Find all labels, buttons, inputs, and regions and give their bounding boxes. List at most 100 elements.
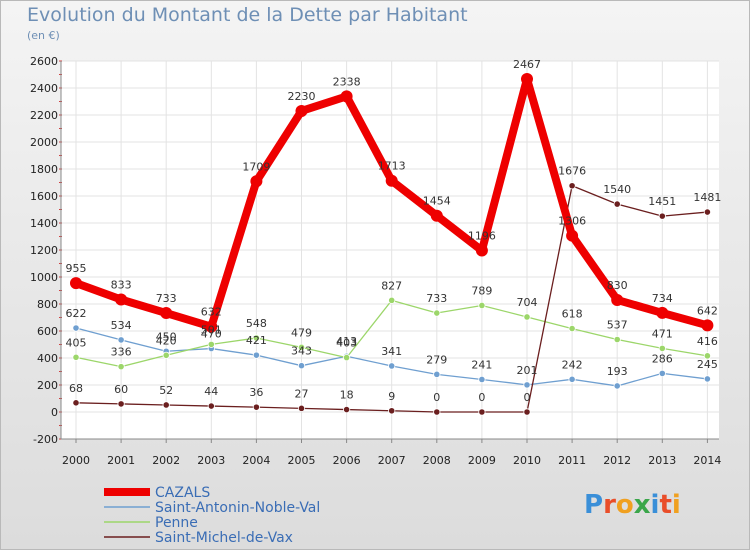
data-label-saint-michel-de-vax: 0 [433, 391, 440, 404]
data-point-saint-michel-de-vax [207, 402, 215, 410]
data-label-saint-antonin-noble-val: 450 [156, 330, 177, 343]
legend: CAZALSSaint-Antonin-Noble-ValPenneSaint-… [104, 485, 320, 546]
data-label-cazals: 2338 [333, 75, 361, 88]
x-tick-label: 2000 [62, 454, 90, 467]
x-tick-label: 2009 [468, 454, 496, 467]
x-tick-label: 2002 [152, 454, 180, 467]
y-tick-label: 1000 [30, 271, 58, 284]
data-label-cazals: 632 [201, 306, 222, 319]
y-tick-label: 2200 [30, 109, 58, 122]
data-label-saint-michel-de-vax: 27 [295, 387, 309, 400]
data-label-saint-michel-de-vax: 68 [69, 382, 83, 395]
legend-label-saint-antonin-noble-val: Saint-Antonin-Noble-Val [155, 500, 320, 516]
data-point-saint-antonin-noble-val [568, 375, 576, 383]
data-label-penne: 420 [156, 334, 177, 347]
data-label-penne: 336 [111, 346, 132, 359]
data-label-saint-antonin-noble-val: 470 [201, 328, 222, 341]
data-label-saint-antonin-noble-val: 201 [517, 364, 538, 377]
data-label-saint-michel-de-vax: 18 [340, 389, 354, 402]
series-layer [70, 72, 714, 416]
data-label-cazals: 1713 [378, 160, 406, 173]
y-tick-label: 400 [37, 352, 58, 365]
data-label-saint-antonin-noble-val: 534 [111, 319, 132, 332]
data-point-saint-antonin-noble-val [523, 381, 531, 389]
data-label-saint-michel-de-vax: 1481 [693, 191, 721, 204]
y-tick-label: 200 [37, 379, 58, 392]
data-label-cazals: 733 [156, 292, 177, 305]
data-label-penne: 471 [652, 327, 673, 340]
x-tick-label: 2001 [107, 454, 135, 467]
y-tick-label: 2600 [30, 55, 58, 68]
data-point-saint-michel-de-vax [703, 208, 712, 216]
data-point-penne [568, 324, 576, 333]
axis-layer: -200020040060080010001200140016001800200… [30, 55, 721, 467]
data-label-cazals: 734 [652, 292, 673, 305]
x-tick-label: 2012 [603, 454, 631, 467]
y-tick-label: 1800 [30, 163, 58, 176]
data-point-cazals [295, 104, 308, 117]
data-label-saint-michel-de-vax: 9 [388, 390, 395, 403]
y-tick-label: 2000 [30, 136, 58, 149]
data-label-saint-antonin-noble-val: 279 [426, 353, 447, 366]
data-label-penne: 403 [336, 337, 357, 350]
y-tick-label: 1200 [30, 244, 58, 257]
data-label-saint-antonin-noble-val: 421 [246, 334, 267, 347]
data-label-penne: 405 [66, 336, 87, 349]
data-label-saint-michel-de-vax: 1451 [648, 195, 676, 208]
data-point-saint-michel-de-vax [658, 212, 666, 220]
legend-label-saint-michel-de-vax: Saint-Michel-de-Vax [155, 530, 293, 546]
y-tick-label: 1600 [30, 190, 58, 203]
x-tick-label: 2003 [197, 454, 225, 467]
data-label-cazals: 1454 [423, 195, 451, 208]
data-point-saint-antonin-noble-val [297, 362, 306, 370]
data-label-penne: 501 [201, 323, 222, 336]
data-label-saint-michel-de-vax: 0 [478, 391, 485, 404]
y-tick-label: 0 [51, 406, 58, 419]
data-point-saint-michel-de-vax [117, 400, 125, 408]
data-point-saint-antonin-noble-val [72, 324, 80, 332]
data-label-penne: 416 [697, 335, 718, 348]
data-point-saint-michel-de-vax [433, 408, 441, 416]
data-point-saint-antonin-noble-val [433, 370, 441, 378]
x-tick-label: 2014 [693, 454, 721, 467]
data-label-saint-antonin-noble-val: 242 [562, 358, 583, 371]
data-point-cazals [521, 72, 533, 85]
data-label-saint-antonin-noble-val: 193 [607, 365, 628, 378]
legend-label-penne: Penne [155, 515, 198, 531]
data-label-penne: 704 [517, 296, 538, 309]
y-tick-label: 600 [37, 325, 58, 338]
data-point-cazals [566, 229, 579, 242]
data-label-saint-michel-de-vax: 44 [204, 385, 218, 398]
data-point-penne [658, 344, 666, 353]
data-point-penne [478, 301, 486, 310]
data-label-penne: 733 [426, 292, 447, 305]
data-label-cazals: 1196 [468, 230, 496, 243]
y-tick-label: 2400 [30, 82, 58, 95]
data-label-saint-michel-de-vax: 1676 [558, 165, 586, 178]
x-tick-label: 2010 [513, 454, 541, 467]
data-point-saint-michel-de-vax [342, 405, 351, 414]
data-label-cazals: 2467 [513, 58, 541, 71]
data-point-saint-michel-de-vax [523, 408, 531, 416]
data-label-penne: 537 [607, 319, 628, 332]
data-point-cazals [701, 319, 714, 332]
x-tick-label: 2013 [648, 454, 676, 467]
data-label-cazals: 642 [697, 304, 718, 317]
proxiti-logo: Proxiti [584, 490, 681, 520]
x-tick-label: 2004 [242, 454, 270, 467]
data-point-cazals [115, 293, 128, 306]
x-tick-label: 2007 [378, 454, 406, 467]
data-label-saint-michel-de-vax: 0 [524, 391, 531, 404]
data-point-cazals [475, 244, 488, 257]
data-point-saint-antonin-noble-val [252, 351, 260, 359]
data-point-saint-antonin-noble-val [613, 382, 621, 390]
data-point-penne [252, 334, 260, 342]
data-label-penne: 479 [291, 326, 312, 339]
data-point-penne [388, 296, 396, 304]
data-label-cazals: 830 [607, 279, 628, 292]
legend-label-cazals: CAZALS [155, 485, 210, 501]
data-label-cazals: 1306 [558, 215, 586, 228]
data-label-saint-antonin-noble-val: 413 [336, 335, 357, 348]
